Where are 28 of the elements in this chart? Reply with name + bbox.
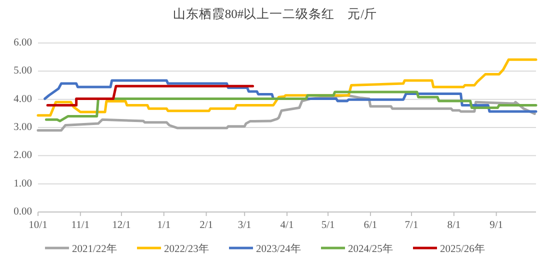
- x-tick-label: 8/1: [447, 220, 461, 231]
- x-tick-label: 9/1: [490, 220, 504, 231]
- legend-label: 2023/24年: [256, 243, 302, 255]
- chart-title: 山东栖霞80#以上一二级条红 元/斤: [172, 7, 378, 21]
- legend-label: 2022/23年: [164, 243, 210, 255]
- y-tick-label: 5.00: [14, 66, 32, 77]
- x-tick-label: 2/1: [200, 220, 213, 231]
- y-tick-label: 3.00: [14, 122, 32, 133]
- y-tick-label: 0.00: [14, 206, 32, 218]
- x-tick-label: 12/1: [112, 220, 131, 231]
- line-series: [44, 79, 538, 113]
- x-tick-label: 11/1: [71, 220, 90, 231]
- legend-label: 2025/26年: [440, 243, 486, 255]
- x-tick-label: 1/1: [157, 220, 171, 231]
- line-series: [44, 90, 538, 122]
- line-series: [36, 58, 538, 117]
- legend-label: 2021/22年: [72, 243, 118, 255]
- x-tick-label: 7/1: [404, 220, 418, 231]
- x-tick-label: 10/1: [28, 220, 48, 231]
- x-tick-label: 6/1: [364, 220, 378, 231]
- y-tick-label: 2.00: [14, 150, 32, 162]
- x-tick-label: 4/1: [280, 220, 294, 231]
- y-tick-label: 6.00: [14, 38, 32, 48]
- x-tick-label: 5/1: [321, 220, 335, 231]
- y-tick-label: 4.00: [14, 94, 32, 105]
- y-tick-label: 1.00: [14, 178, 32, 190]
- legend-label: 2024/25年: [348, 243, 394, 255]
- x-tick-label: 3/1: [238, 220, 252, 231]
